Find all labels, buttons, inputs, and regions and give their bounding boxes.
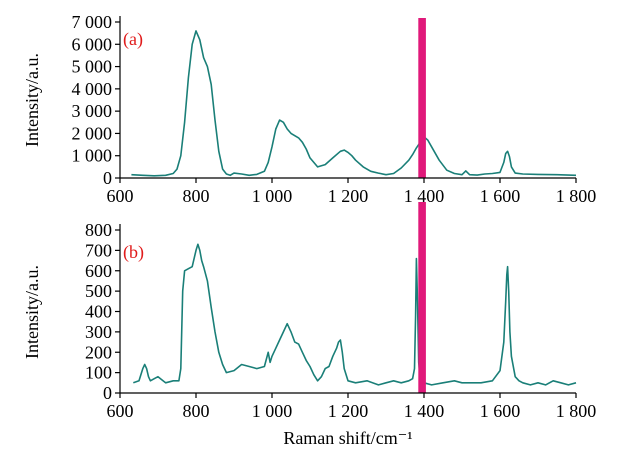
panel-b-x-tick-label: 1 400 [404,401,445,421]
panel-a-y-axis-title: Intensity/a.u. [22,53,42,147]
panel-a-y-tick-label: 3 000 [72,101,113,121]
panel-a-y-tick-label: 4 000 [72,79,113,99]
panel-b-y-tick-label: 800 [85,220,112,240]
panel-a-x-tick-label: 1 200 [328,186,369,206]
panel-a-series-line [131,30,577,177]
panel-a-x-tick-label: 1 400 [404,186,445,206]
panel-b-x-tick-label: 1 200 [328,401,369,421]
panel-a-x-tick-label: 600 [107,186,134,206]
panel-b-x-tick-label: 1 600 [480,401,521,421]
panel-a-x-tick-label: 1 000 [252,186,293,206]
panel-a-y-tick-label: 0 [103,168,112,188]
panel-b-y-tick-label: 600 [85,261,112,281]
panel-b-x-tick-label: 1 800 [556,401,597,421]
panel-a-x-tick-label: 1 800 [556,186,597,206]
panel-b-x-tick-label: 800 [183,401,210,421]
panel-a-y-tick-label: 2 000 [72,123,113,143]
panel-b-y-tick-label: 100 [85,363,112,383]
panel-b-y-tick-label: 200 [85,342,112,362]
panel-a-y-tick-label: 7 000 [72,12,113,32]
panel-a-y-tick-label: 1 000 [72,146,113,166]
panel-a-label: (a) [123,29,143,50]
panel-b-y-tick-label: 700 [85,240,112,260]
panel-a-highlight-band [418,18,426,178]
panel-b-y-axis-title: Intensity/a.u. [22,265,42,359]
panel-b-series-line [133,243,577,386]
panel-b-label: (b) [123,242,144,263]
panel-a-y-tick-label: 5 000 [72,57,113,77]
panel-b-y-tick-label: 300 [85,322,112,342]
panel-a-y-tick-label: 6 000 [72,34,113,54]
panel-b-x-tick-label: 1 000 [252,401,293,421]
panel-b-highlight-band [418,202,426,393]
panel-b-y-tick-label: 400 [85,302,112,322]
panel-a-x-tick-label: 1 600 [480,186,521,206]
panel-b-x-axis-title: Raman shift/cm⁻¹ [283,428,412,448]
panel-b-y-tick-label: 0 [103,383,112,403]
panel-b-x-tick-label: 600 [107,401,134,421]
panel-a-x-tick-label: 800 [183,186,210,206]
panel-b-y-tick-label: 500 [85,281,112,301]
